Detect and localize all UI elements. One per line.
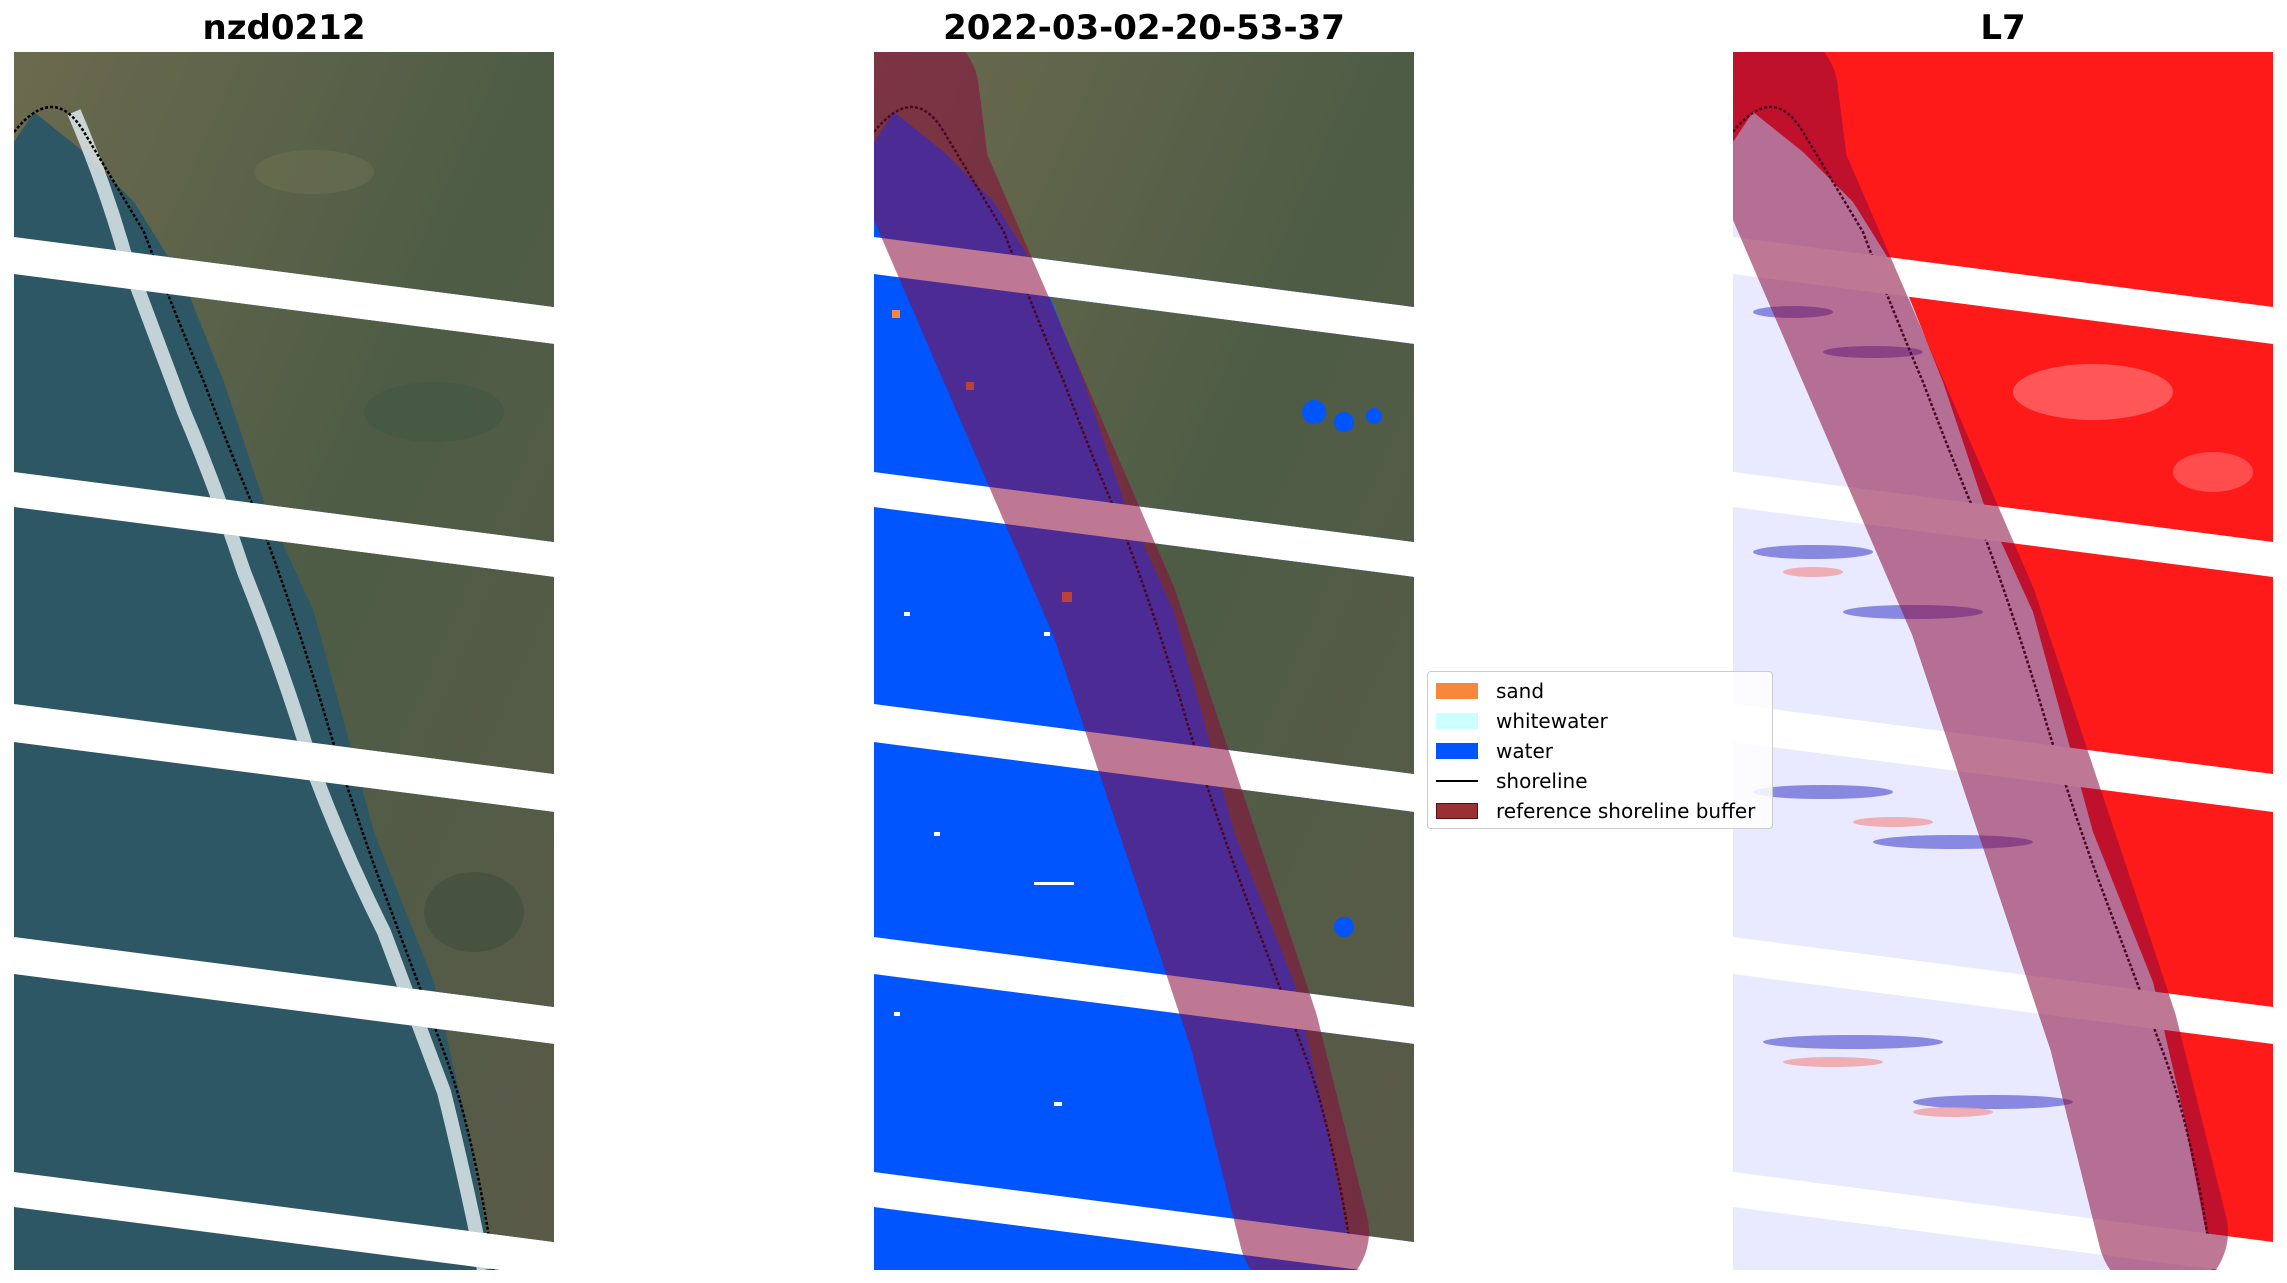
index-image-panel (1733, 52, 2273, 1270)
legend-label-shoreline: shoreline (1496, 769, 1588, 793)
legend-label-whitewater: whitewater (1496, 709, 1608, 733)
legend-label-water: water (1496, 739, 1553, 763)
water-swatch (1436, 743, 1478, 759)
legend-item-sand: sand (1436, 676, 1544, 706)
sand-swatch (1436, 683, 1478, 699)
whitewater-swatch (1436, 713, 1478, 729)
panel-title-index: L7 (1980, 8, 2026, 48)
legend-item-whitewater: whitewater (1436, 706, 1608, 736)
panel-title-rgb: nzd0212 (202, 8, 366, 48)
legend-item-shoreline: shoreline (1436, 766, 1588, 796)
shoreline-line-swatch (1436, 780, 1478, 782)
legend-item-buffer: reference shoreline buffer (1436, 796, 1755, 826)
legend: sand whitewater water shoreline referenc… (1427, 671, 1773, 829)
buffer-swatch (1436, 803, 1478, 819)
panel-title-classified: 2022-03-02-20-53-37 (943, 8, 1345, 48)
legend-label-sand: sand (1496, 679, 1545, 703)
legend-label-buffer: reference shoreline buffer (1496, 799, 1756, 823)
rgb-image-panel (14, 52, 554, 1270)
legend-item-water: water (1436, 736, 1553, 766)
classified-image-panel (874, 52, 1414, 1270)
